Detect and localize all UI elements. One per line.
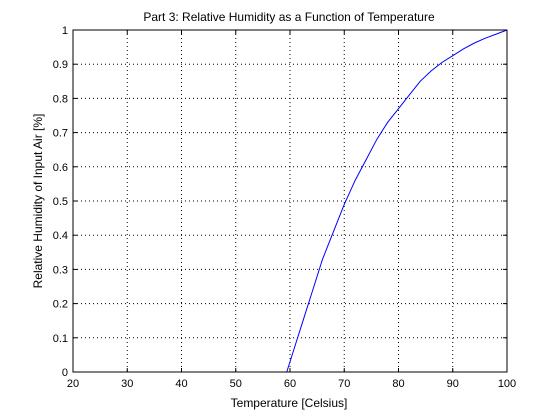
y-tick-label: 0.2 bbox=[53, 299, 68, 311]
grid-lines bbox=[73, 30, 507, 372]
y-tick-label: 0.1 bbox=[53, 333, 68, 345]
x-tick-label: 80 bbox=[392, 378, 404, 390]
x-tick-label: 20 bbox=[67, 378, 79, 390]
y-tick-label: 0.3 bbox=[53, 264, 68, 276]
y-tick-label: 0.4 bbox=[53, 230, 68, 242]
y-tick-label: 0 bbox=[62, 367, 68, 379]
y-tick-label: 0.9 bbox=[53, 59, 68, 71]
x-tick-label: 50 bbox=[230, 378, 242, 390]
x-tick-label: 40 bbox=[175, 378, 187, 390]
tick-marks bbox=[72, 29, 508, 373]
y-axis-title: Relative Humidity of Input Air [%] bbox=[31, 114, 45, 289]
x-tick-label: 100 bbox=[498, 378, 516, 390]
chart-title: Part 3: Relative Humidity as a Function … bbox=[143, 10, 435, 24]
y-tick-label: 0.6 bbox=[53, 162, 68, 174]
x-tick-label: 90 bbox=[447, 378, 459, 390]
y-tick-label: 0.5 bbox=[53, 196, 68, 208]
x-tick-label: 30 bbox=[121, 378, 133, 390]
y-tick-label: 0.8 bbox=[53, 93, 68, 105]
series-layer bbox=[286, 29, 508, 373]
tick-labels: 20 30 40 50 60 70 80 90 100 0 0.1 0.2 0.3 0.4 0.5 0.6 0.… bbox=[53, 25, 516, 390]
y-tick-label: 0.7 bbox=[53, 128, 68, 140]
x-tick-label: 70 bbox=[338, 378, 350, 390]
y-tick-label: 1 bbox=[62, 25, 68, 37]
series-line bbox=[286, 29, 508, 373]
x-axis-title: Temperature [Celsius] bbox=[231, 396, 348, 410]
x-tick-label: 60 bbox=[284, 378, 296, 390]
